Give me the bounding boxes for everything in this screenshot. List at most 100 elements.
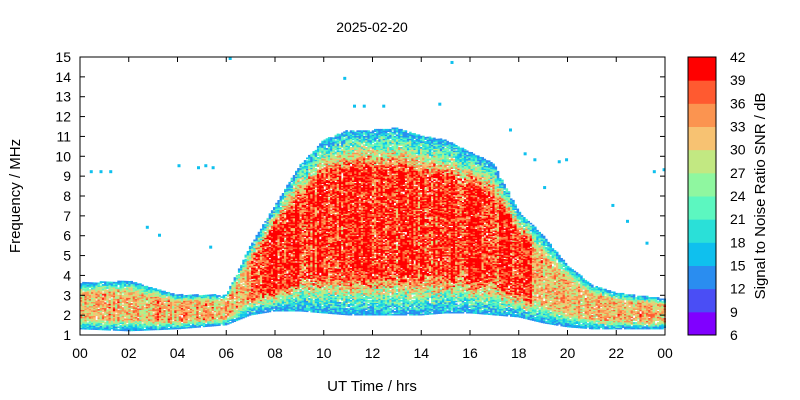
heat-cell (110, 308, 114, 310)
heat-cell (301, 197, 305, 200)
heat-cell (213, 309, 217, 311)
heat-cell (321, 290, 324, 293)
heat-cell (262, 256, 265, 258)
heat-cell (303, 296, 307, 298)
heat-cell (189, 297, 193, 300)
heat-cell (310, 171, 313, 174)
heat-cell (82, 320, 85, 323)
heat-cell (141, 301, 144, 303)
heat-cell (308, 189, 311, 192)
heat-cell (255, 286, 258, 289)
heat-cell (266, 305, 269, 308)
heat-cell (319, 193, 322, 195)
heat-cell (227, 291, 230, 293)
heat-cell (211, 323, 215, 326)
heat-cell (163, 319, 166, 322)
heat-cell (227, 299, 230, 301)
heat-cell (288, 307, 291, 309)
heat-cell (306, 220, 309, 222)
heat-cell (301, 297, 305, 300)
heat-cell (312, 222, 315, 224)
heat-cell (112, 313, 116, 316)
heat-cell (253, 313, 256, 315)
heat-cell (314, 205, 318, 208)
heat-cell (123, 293, 127, 295)
heat-cell (314, 213, 318, 216)
heat-cell (303, 269, 307, 272)
heat-cell (319, 178, 322, 180)
heat-cell (110, 298, 114, 301)
heat-cell (301, 189, 305, 191)
heat-cell (205, 294, 208, 297)
heat-cell (312, 224, 315, 227)
heat-cell (310, 263, 313, 266)
heat-cell (259, 306, 263, 309)
heat-cell (297, 268, 300, 270)
heat-cell (316, 193, 320, 195)
heat-cell (312, 252, 315, 255)
heat-cell (319, 183, 322, 186)
heat-cell (290, 233, 294, 235)
heat-cell (316, 169, 320, 172)
heat-cell (266, 251, 269, 253)
heat-cell (314, 177, 318, 180)
heat-cell (299, 218, 302, 220)
heat-cell (290, 215, 294, 217)
heat-cell (244, 296, 247, 298)
heat-cell (286, 268, 289, 270)
heat-cell (314, 276, 318, 279)
heat-cell (248, 287, 252, 290)
heat-cell (156, 321, 160, 324)
heat-cell (108, 284, 111, 287)
heat-cell (224, 308, 228, 311)
heat-cell (117, 302, 120, 305)
heat-cell (295, 293, 298, 295)
heat-cell (281, 231, 285, 234)
heat-cell (292, 270, 296, 273)
heat-cell (97, 283, 100, 286)
heat-cell (209, 318, 212, 320)
heat-cell (295, 254, 298, 256)
heat-cell (299, 233, 302, 236)
heat-cell (257, 312, 261, 315)
heat-cell (310, 175, 313, 178)
heat-cell (321, 296, 324, 299)
heat-cell (97, 327, 100, 329)
heat-cell (295, 187, 298, 190)
heat-cell (187, 304, 190, 307)
heat-cell (297, 219, 300, 222)
heat-cell (209, 322, 212, 324)
heat-cell (295, 190, 298, 192)
heat-cell (123, 315, 127, 318)
heat-cell (288, 233, 291, 235)
heat-cell (290, 295, 294, 298)
heat-cell (205, 314, 208, 316)
heat-cell (251, 305, 254, 307)
heat-cell (88, 316, 92, 319)
heat-cell (299, 290, 302, 293)
heat-cell (290, 206, 294, 209)
heat-cell (299, 220, 302, 223)
heat-cell (99, 302, 103, 304)
heat-cell (101, 310, 105, 313)
heat-cell (88, 307, 92, 309)
heat-cell (288, 288, 291, 291)
heat-cell (308, 199, 311, 202)
heat-cell (270, 307, 274, 310)
heat-cell (268, 253, 272, 256)
heat-cell (183, 318, 186, 321)
heat-cell (117, 288, 120, 291)
heat-cell (292, 237, 296, 240)
heat-cell (91, 325, 94, 328)
heat-cell (121, 283, 125, 286)
heat-cell (112, 302, 116, 305)
heat-cell (284, 251, 287, 254)
heat-cell (277, 282, 280, 284)
heat-cell (312, 156, 315, 159)
heat-cell (279, 245, 283, 248)
heat-cell (86, 284, 90, 287)
heat-cell (231, 289, 234, 291)
heat-cell (213, 301, 217, 303)
heat-cell (205, 319, 208, 322)
heat-cell (277, 268, 280, 270)
